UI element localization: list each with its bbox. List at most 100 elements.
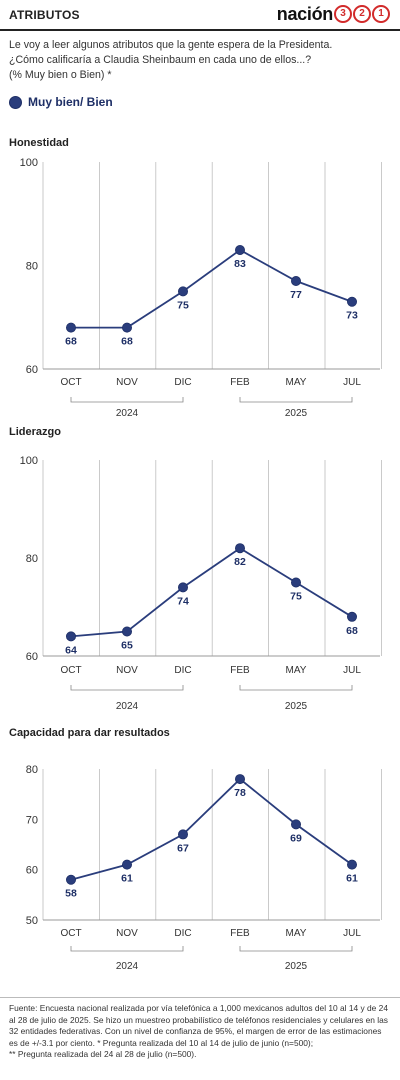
data-point [234, 543, 245, 554]
data-label: 75 [290, 591, 302, 603]
data-label: 61 [121, 873, 133, 885]
series-line [71, 248, 353, 329]
data-label: 67 [177, 842, 189, 854]
chart-capacidad: 50 60 70 80 OCT NOV DIC FEB MAY JUL 2024 2025 58 61 67… [26, 764, 382, 972]
chart-liderazgo: 60 80 100 OCT NOV DIC FEB MAY JUL 2024 2025 64 65 74 8… [20, 455, 382, 712]
x-tick-label: NOV [116, 665, 138, 676]
year-label: 2025 [285, 961, 308, 972]
footer-line: al 28 de julio de 2025. Se hizo un muest… [9, 1014, 388, 1025]
page-title: ATRIBUTOS [9, 8, 80, 22]
data-point [177, 829, 188, 840]
data-label: 61 [346, 873, 358, 885]
data-label: 68 [121, 336, 133, 348]
footer-source: Fuente: Encuesta nacional realizada por … [9, 1003, 393, 1061]
header-bar: ATRIBUTOS nación 3 2 1 [0, 0, 400, 31]
series-line [70, 547, 353, 638]
footer-line: ** Pregunta realizada del 24 al 28 de ju… [9, 1049, 197, 1059]
year-bracket [239, 685, 353, 691]
data-point [122, 322, 133, 333]
data-label: 74 [177, 595, 189, 607]
data-point [122, 626, 133, 637]
data-point [122, 859, 133, 870]
x-tick-label: DIC [174, 928, 191, 939]
brand-logo: nación 3 2 1 [277, 3, 390, 25]
x-tick-label: DIC [174, 665, 191, 676]
data-label: 82 [234, 556, 246, 568]
brand-digit-1: 1 [372, 5, 390, 23]
chart-honestidad: 60 80 100 OCT NOV DIC FEB MAY JUL 2024 2025 68 68 75 8… [20, 157, 382, 419]
brand-digit-2: 2 [353, 5, 371, 23]
series-line [70, 777, 353, 881]
y-tick-label: 60 [26, 364, 38, 376]
year-bracket [70, 397, 184, 403]
year-label: 2024 [116, 701, 139, 712]
data-point [177, 582, 188, 593]
y-tick-label: 80 [26, 261, 38, 273]
data-label: 64 [65, 644, 77, 656]
x-tick-label: FEB [230, 665, 250, 676]
x-tick-label: FEB [230, 928, 250, 939]
y-tick-label: 80 [26, 764, 38, 776]
y-tick-label: 60 [26, 865, 38, 877]
intro-line: (% Muy bien o Bien) * [9, 69, 112, 81]
legend-label: Muy bien/ Bien [28, 95, 113, 109]
data-label: 68 [65, 336, 77, 348]
data-label: 78 [234, 787, 246, 799]
footer-line: es de +/-3.1 por ciento. * Pregunta real… [9, 1037, 314, 1048]
footer-line: 32 entidades federativas. Con un nivel d… [9, 1026, 382, 1036]
x-tick-label: MAY [286, 377, 307, 388]
data-label: 69 [290, 832, 302, 844]
x-tick-label: DIC [174, 377, 191, 388]
brand-name: nación [276, 3, 334, 24]
x-tick-label: NOV [116, 928, 138, 939]
data-point [290, 577, 301, 588]
year-label: 2024 [116, 408, 139, 419]
year-bracket [70, 946, 184, 952]
chart-title-liderazgo: Liderazgo [9, 426, 61, 438]
header-divider [0, 29, 400, 31]
y-tick-label: 70 [26, 814, 38, 826]
x-tick-label: OCT [60, 377, 81, 388]
data-point [177, 286, 188, 297]
data-label: 65 [121, 640, 133, 652]
data-point [290, 276, 301, 287]
year-bracket [70, 685, 184, 691]
data-point [66, 322, 77, 333]
data-label: 75 [177, 299, 189, 311]
chart-title-honestidad: Honestidad [9, 137, 69, 149]
x-tick-label: OCT [60, 665, 81, 676]
y-tick-label: 100 [20, 455, 38, 467]
x-tick-label: JUL [343, 928, 361, 939]
data-point [346, 859, 357, 870]
data-point [290, 819, 301, 830]
data-label: 83 [234, 258, 246, 270]
x-tick-label: JUL [343, 665, 361, 676]
y-tick-label: 60 [26, 651, 38, 663]
x-tick-label: MAY [286, 665, 307, 676]
year-label: 2024 [116, 961, 139, 972]
data-point [66, 631, 77, 642]
x-tick-label: NOV [116, 377, 138, 388]
x-tick-label: FEB [230, 377, 250, 388]
footer-line: Fuente: Encuesta nacional realizada por … [9, 1003, 388, 1013]
intro-line: Le voy a leer algunos atributos que la g… [9, 39, 333, 51]
year-bracket [239, 946, 353, 952]
year-bracket [239, 397, 353, 403]
data-point [234, 774, 245, 785]
data-label: 58 [65, 888, 77, 900]
y-tick-label: 100 [20, 157, 38, 169]
data-point [346, 296, 357, 307]
data-point [346, 611, 357, 622]
x-tick-label: MAY [286, 928, 307, 939]
y-tick-label: 80 [26, 553, 38, 565]
data-point [66, 874, 77, 885]
chart-title-capacidad: Capacidad para dar resultados [9, 727, 170, 739]
intro-line: ¿Cómo calificaría a Claudia Sheinbaum en… [9, 54, 312, 66]
x-tick-label: JUL [343, 377, 361, 388]
intro-text: Le voy a leer algunos atributos que la g… [9, 38, 389, 83]
x-tick-label: OCT [60, 928, 81, 939]
data-label: 77 [290, 289, 302, 301]
year-label: 2025 [285, 408, 308, 419]
year-label: 2025 [285, 701, 308, 712]
data-label: 68 [346, 625, 358, 637]
